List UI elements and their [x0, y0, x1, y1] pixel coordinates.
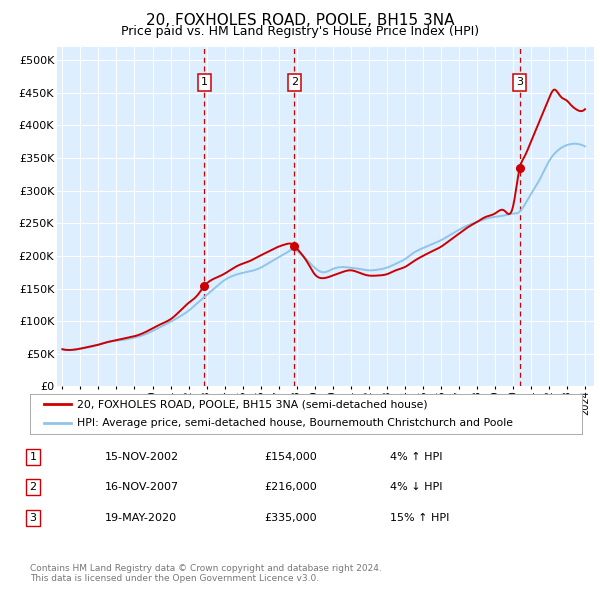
Text: 20, FOXHOLES ROAD, POOLE, BH15 3NA (semi-detached house): 20, FOXHOLES ROAD, POOLE, BH15 3NA (semi… [77, 399, 428, 409]
Text: 4% ↑ HPI: 4% ↑ HPI [390, 452, 443, 461]
Text: 16-NOV-2007: 16-NOV-2007 [105, 483, 179, 492]
Text: Contains HM Land Registry data © Crown copyright and database right 2024.
This d: Contains HM Land Registry data © Crown c… [30, 563, 382, 583]
Text: £154,000: £154,000 [264, 452, 317, 461]
Text: 4% ↓ HPI: 4% ↓ HPI [390, 483, 443, 492]
Text: Price paid vs. HM Land Registry's House Price Index (HPI): Price paid vs. HM Land Registry's House … [121, 25, 479, 38]
Text: HPI: Average price, semi-detached house, Bournemouth Christchurch and Poole: HPI: Average price, semi-detached house,… [77, 418, 513, 428]
Text: £216,000: £216,000 [264, 483, 317, 492]
Text: 3: 3 [29, 513, 37, 523]
Text: £335,000: £335,000 [264, 513, 317, 523]
Text: 19-MAY-2020: 19-MAY-2020 [105, 513, 177, 523]
Text: 2: 2 [291, 77, 298, 87]
Text: 15% ↑ HPI: 15% ↑ HPI [390, 513, 449, 523]
Text: 1: 1 [201, 77, 208, 87]
Text: 20, FOXHOLES ROAD, POOLE, BH15 3NA: 20, FOXHOLES ROAD, POOLE, BH15 3NA [146, 13, 454, 28]
Text: 3: 3 [516, 77, 523, 87]
Text: 15-NOV-2002: 15-NOV-2002 [105, 452, 179, 461]
Text: 1: 1 [29, 452, 37, 461]
Text: 2: 2 [29, 483, 37, 492]
